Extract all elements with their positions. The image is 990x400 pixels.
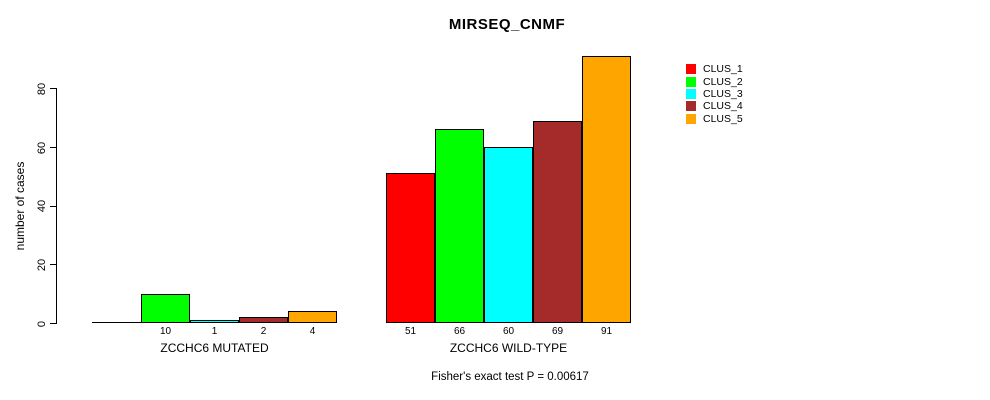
legend-label: CLUS_5 (703, 112, 743, 125)
bar (386, 173, 435, 323)
bar (141, 294, 190, 323)
legend-swatch (686, 101, 696, 112)
y-tick (50, 264, 56, 266)
y-tick (50, 323, 56, 324)
chart-title: MIRSEQ_CNMF (448, 16, 566, 33)
y-tick-label: 60 (36, 141, 48, 154)
y-axis-label: number of cases (13, 161, 27, 251)
bar-value-label: 69 (551, 326, 564, 337)
bar-value-label: 4 (309, 326, 316, 337)
y-axis-line (56, 88, 57, 324)
bar-value-label: 66 (453, 326, 466, 337)
group-label: ZCCHC6 MUTATED (160, 341, 269, 355)
bar-value-label: 60 (502, 326, 515, 337)
fisher-test-annotation: Fisher's exact test P = 0.00617 (431, 371, 589, 383)
bar-value-label: 10 (159, 326, 172, 337)
bar (484, 147, 533, 323)
legend-item: CLUS_3 (686, 88, 743, 100)
y-tick-label: 20 (36, 258, 48, 271)
legend-swatch (686, 88, 696, 99)
legend-label: CLUS_1 (703, 63, 743, 76)
bar (92, 322, 141, 323)
bar (582, 56, 631, 323)
legend-swatch (686, 113, 696, 124)
legend-swatch (686, 64, 696, 75)
y-tick (50, 147, 56, 149)
bar-value-label: 1 (211, 326, 218, 337)
bar (190, 320, 239, 323)
bar-value-label: 91 (600, 326, 613, 337)
bar (435, 129, 484, 323)
y-tick-label: 40 (36, 200, 48, 213)
y-tick (50, 205, 56, 207)
legend-item: CLUS_2 (686, 75, 743, 88)
legend: CLUS_1 CLUS_2 CLUS_3 CLUS_4 CLUS_5 (686, 63, 743, 125)
y-tick (50, 88, 56, 90)
legend-item: CLUS_5 (686, 113, 743, 125)
legend-item: CLUS_1 (686, 63, 743, 75)
legend-label: CLUS_4 (703, 100, 743, 113)
legend-item: CLUS_4 (686, 100, 743, 112)
legend-label: CLUS_2 (703, 75, 743, 88)
group-label: ZCCHC6 WILD-TYPE (449, 341, 568, 355)
bar (288, 311, 337, 323)
bar-value-label: 2 (260, 326, 267, 337)
legend-swatch (686, 76, 696, 87)
bar (239, 317, 288, 323)
y-tick-label: 80 (36, 82, 48, 96)
bar (533, 121, 582, 323)
bar-value-label: 51 (404, 326, 417, 337)
y-tick-label: 0 (36, 320, 48, 327)
legend-label: CLUS_3 (703, 87, 743, 100)
